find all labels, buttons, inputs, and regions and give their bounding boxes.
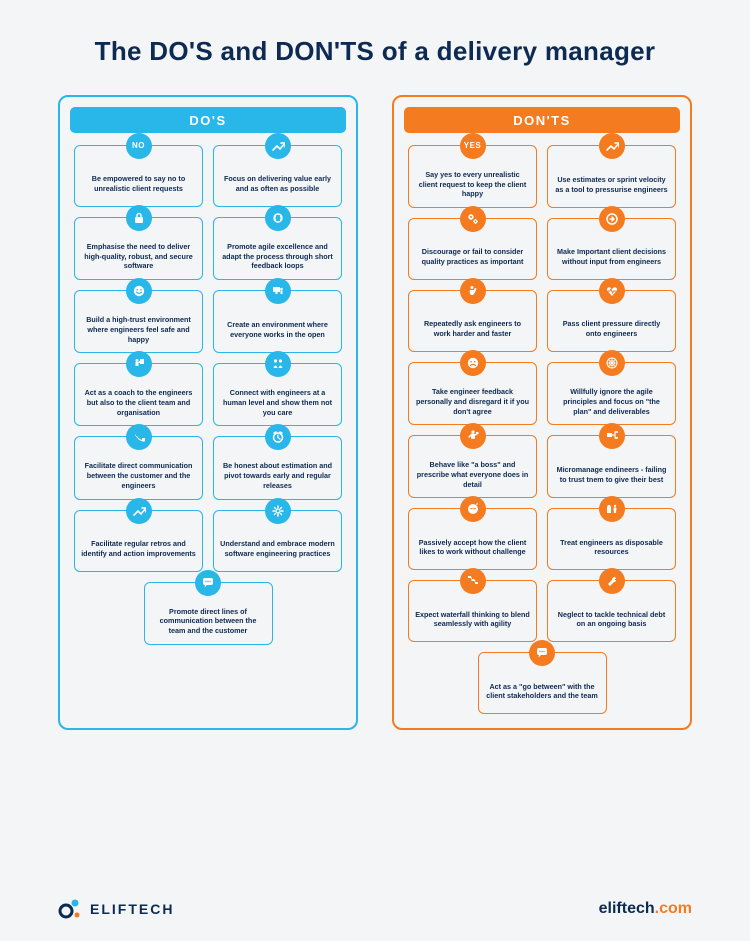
do-card-text: Be honest about estimation and pivot tow… [220,461,335,490]
do-card-text: Build a high-trust environment where eng… [81,315,196,344]
dont-card: Act as a "go between" with the client st… [478,652,607,714]
dont-card: Discourage or fail to consider quality p… [408,218,537,280]
dont-card-text: Make Important client decisions without … [554,247,669,266]
do-card-text: Promote direct lines of communication be… [151,607,266,636]
gear-icon [265,498,291,524]
do-card: Promote direct lines of communication be… [144,582,273,645]
dont-card: Take engineer feedback personally and di… [408,362,537,425]
dont-header: DON'TS [404,107,680,133]
chat-icon [195,570,221,596]
yes-text-icon: YES [460,133,486,159]
cycle-icon [265,205,291,231]
sleep-icon [460,496,486,522]
do-card: Build a high-trust environment where eng… [74,290,203,353]
trend-up-icon [126,498,152,524]
dont-card: Pass client pressure directly onto engin… [547,290,676,352]
do-card: NOBe empowered to say no to unrealistic … [74,145,203,207]
do-card-text: Understand and embrace modern software e… [220,539,335,558]
lock-icon [126,205,152,231]
dont-card-text: Behave like "a boss" and prescribe what … [415,460,530,489]
do-card: Create an environment where everyone wor… [213,290,342,353]
brand-logo: ELIFTECH [58,897,174,921]
people-icon [265,351,291,377]
coach-icon [126,351,152,377]
dont-card: Passively accept how the client likes to… [408,508,537,570]
do-card-text: Facilitate regular retros and identify a… [81,539,196,558]
dont-card-text: Treat engineers as disposable resources [554,538,669,557]
do-card: Emphasise the need to deliver high-quali… [74,217,203,280]
dont-card: Treat engineers as disposable resources [547,508,676,570]
do-card-text: Facilitate direct communication between … [81,461,196,490]
do-card-text: Create an environment where everyone wor… [220,320,335,339]
phone-icon [126,424,152,450]
gears-icon [460,206,486,232]
dont-card: Willfully ignore the agile principles an… [547,362,676,425]
do-header: DO'S [70,107,346,133]
columns-container: DO'S NOBe empowered to say no to unreali… [0,95,750,730]
dont-card-text: Use estimates or sprint velocity as a to… [554,175,669,194]
site-url: eliftech.com [599,900,692,918]
boss-icon [460,423,486,449]
dont-card: YESSay yes to every unrealistic client r… [408,145,537,208]
do-cards-grid: NOBe empowered to say no to unrealistic … [70,145,346,645]
site-accent: .com [655,900,692,917]
trend-up-icon [599,133,625,159]
chat-icon [529,640,555,666]
dont-card: Make Important client decisions without … [547,218,676,280]
brand-logo-mark [58,897,82,921]
do-card: Promote agile excellence and adapt the p… [213,217,342,280]
do-card: Facilitate direct communication between … [74,436,203,499]
do-card: Act as a coach to the engineers but also… [74,363,203,426]
desk-icon [265,278,291,304]
do-panel: DO'S NOBe empowered to say no to unreali… [58,95,358,730]
heartbeat-icon [599,278,625,304]
arrow-out-icon [599,206,625,232]
dont-panel: DON'TS YESSay yes to every unrealistic c… [392,95,692,730]
do-card-text: Promote agile excellence and adapt the p… [220,242,335,271]
trash-icon [599,496,625,522]
dont-card: Micromanage endineers - failing to trust… [547,435,676,498]
brand-name: ELIFTECH [90,901,174,917]
frown-icon [460,350,486,376]
dont-cards-grid: YESSay yes to every unrealistic client r… [404,145,680,714]
footer: ELIFTECH eliftech.com [0,897,750,921]
do-card: Facilitate regular retros and identify a… [74,510,203,572]
do-card-text: Be empowered to say no to unrealistic cl… [81,174,196,193]
no-text-icon: NO [126,133,152,159]
dont-card: Expect waterfall thinking to blend seaml… [408,580,537,642]
dont-card: Repeatedly ask engineers to work harder … [408,290,537,352]
dont-card-text: Pass client pressure directly onto engin… [554,319,669,338]
do-card-text: Emphasise the need to deliver high-quali… [81,242,196,271]
waterfall-icon [460,568,486,594]
micro-icon [599,423,625,449]
dont-card-text: Micromanage endineers - failing to trust… [554,465,669,484]
dont-card-text: Neglect to tackle technical debt on an o… [554,610,669,629]
do-card-text: Act as a coach to the engineers but also… [81,388,196,417]
dont-card-text: Expect waterfall thinking to blend seaml… [415,610,530,629]
dont-card-text: Take engineer feedback personally and di… [415,387,530,416]
dont-card-text: Passively accept how the client likes to… [415,538,530,557]
trend-up-icon [265,133,291,159]
dont-card-text: Act as a "go between" with the client st… [485,682,600,701]
dont-card: Behave like "a boss" and prescribe what … [408,435,537,498]
do-card: Be honest about estimation and pivot tow… [213,436,342,499]
dont-card-text: Discourage or fail to consider quality p… [415,247,530,266]
do-card: Focus on delivering value early and as o… [213,145,342,207]
dont-card-text: Repeatedly ask engineers to work harder … [415,319,530,338]
dont-card: Use estimates or sprint velocity as a to… [547,145,676,208]
dont-card-text: Willfully ignore the agile principles an… [554,387,669,416]
web-icon [599,350,625,376]
do-card: Connect with engineers at a human level … [213,363,342,426]
page-title: The DO'S and DON'TS of a delivery manage… [0,0,750,67]
dont-card-text: Say yes to every unrealistic client requ… [415,170,530,199]
do-card-text: Connect with engineers at a human level … [220,388,335,417]
smile-icon [126,278,152,304]
do-card-text: Focus on delivering value early and as o… [220,174,335,193]
flex-icon [460,278,486,304]
dont-card: Neglect to tackle technical debt on an o… [547,580,676,642]
wrench-icon [599,568,625,594]
clock-icon [265,424,291,450]
site-main: eliftech [599,900,655,917]
do-card: Understand and embrace modern software e… [213,510,342,572]
